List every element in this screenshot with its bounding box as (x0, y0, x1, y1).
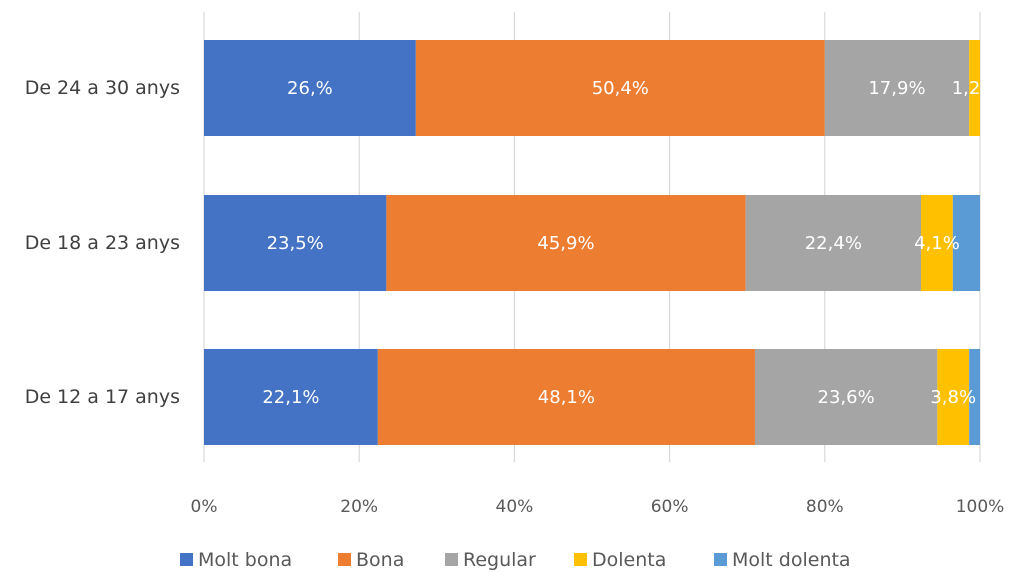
legend-swatch (445, 553, 458, 566)
category-label: De 12 a 17 anys (25, 386, 180, 408)
legend-swatch (574, 553, 587, 566)
legend-swatch (180, 553, 193, 566)
data-label: 45,9% (537, 233, 594, 254)
category-labels: De 24 a 30 anys De 18 a 23 anys De 12 a 17… (25, 77, 180, 408)
bar-segment (937, 349, 970, 445)
legend-entry: Bona (356, 549, 404, 571)
x-axis-tick-labels: 0% 20% 40% 60% 80% 100% (191, 497, 1005, 517)
data-label: 23,6% (818, 387, 875, 408)
bar-segment (952, 195, 980, 291)
x-tick-label: 60% (651, 497, 689, 517)
legend-swatch (338, 553, 351, 566)
data-label: 4,1% (914, 233, 960, 254)
bar-segment (204, 195, 387, 291)
x-tick-label: 100% (956, 497, 1005, 517)
x-tick-label: 0% (191, 497, 218, 517)
data-label: 22,1% (262, 387, 319, 408)
category-label: De 18 a 23 anys (25, 232, 180, 254)
x-tick-label: 20% (340, 497, 378, 517)
bar-segment (204, 349, 378, 445)
bars (204, 40, 980, 445)
data-labels: 26,% 50,4% 17,9% 1,2% 23,5% 45,9% 22,4% 4,1% 22,… (262, 78, 997, 408)
x-tick-label: 40% (496, 497, 534, 517)
bar-segment (386, 195, 746, 291)
bar-segment (921, 195, 953, 291)
legend-entry: Dolenta (592, 549, 666, 571)
legend-entry: Molt bona (198, 549, 292, 571)
category-label: De 24 a 30 anys (25, 77, 180, 99)
legend-entry: Regular (463, 549, 536, 571)
bar-segment (415, 40, 825, 136)
legend: Molt bona Bona Regular Dolenta Molt dolenta (180, 549, 851, 571)
data-label: 48,1% (538, 387, 595, 408)
bar-segment (969, 40, 980, 136)
bar-segment (824, 40, 970, 136)
legend-swatch (714, 553, 727, 566)
data-label: 1,2% (952, 78, 998, 99)
data-label: 17,9% (868, 78, 925, 99)
data-label: 50,4% (592, 78, 649, 99)
data-label: 3,8% (930, 387, 976, 408)
bar-segment (377, 349, 755, 445)
legend-entry: Molt dolenta (732, 549, 851, 571)
data-label: 26,% (287, 78, 333, 99)
bar-segment (969, 349, 980, 445)
bar-segment (745, 195, 922, 291)
x-tick-label: 80% (806, 497, 844, 517)
bar-segment (204, 40, 416, 136)
data-label: 23,5% (267, 233, 324, 254)
bar-segment (754, 349, 938, 445)
data-label: 22,4% (805, 233, 862, 254)
